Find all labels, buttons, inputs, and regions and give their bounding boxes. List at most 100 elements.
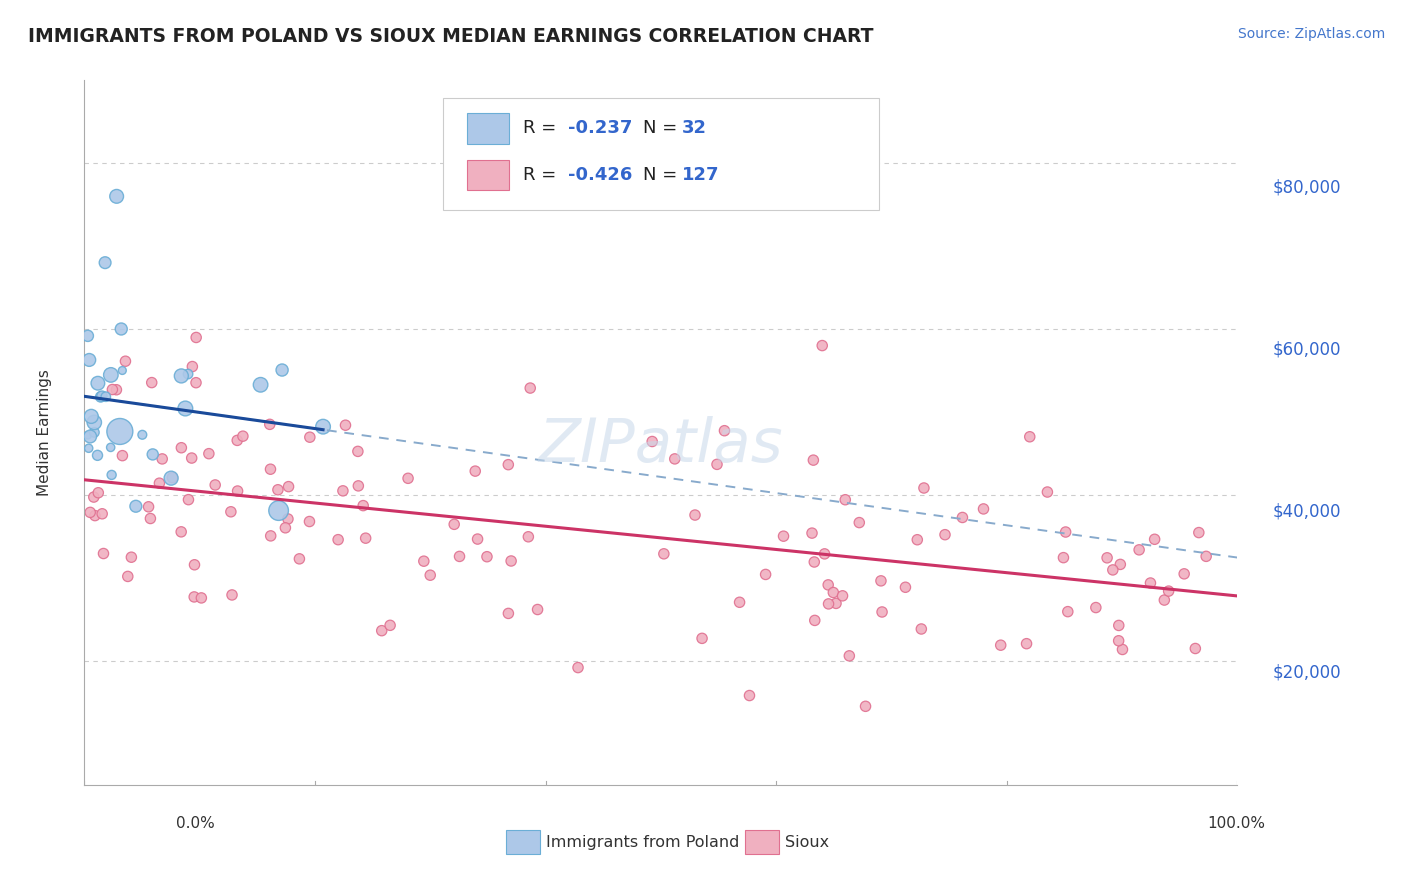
Point	[120, 550, 142, 565]
Point	[170, 441, 193, 455]
Point	[76, 428, 98, 442]
Point	[249, 377, 271, 392]
Point	[111, 449, 134, 463]
Point	[526, 602, 548, 616]
Point	[94, 390, 117, 404]
Point	[335, 418, 357, 433]
Text: 0.0%: 0.0%	[176, 816, 215, 831]
Point	[93, 547, 115, 561]
Point	[1111, 642, 1133, 657]
Point	[990, 638, 1012, 652]
Point	[101, 383, 124, 397]
Point	[1153, 593, 1175, 607]
Point	[519, 381, 541, 395]
Point	[952, 510, 974, 524]
Point	[219, 505, 242, 519]
Point	[87, 485, 110, 500]
Point	[1108, 618, 1130, 632]
Point	[139, 511, 162, 525]
Point	[664, 451, 686, 466]
Point	[183, 590, 205, 604]
Point	[181, 359, 204, 374]
Point	[396, 471, 419, 485]
Point	[443, 517, 465, 532]
Point	[652, 547, 675, 561]
Text: 32: 32	[682, 120, 707, 137]
Point	[803, 614, 825, 628]
Point	[825, 596, 848, 610]
Point	[1173, 566, 1195, 581]
Point	[464, 464, 486, 478]
Point	[84, 508, 107, 523]
Point	[277, 480, 299, 494]
Point	[90, 389, 112, 403]
Point	[183, 558, 205, 572]
Text: $60,000: $60,000	[1272, 341, 1341, 359]
Point	[232, 429, 254, 443]
Point	[831, 589, 853, 603]
Point	[738, 689, 761, 703]
Text: R =: R =	[523, 120, 562, 137]
Point	[117, 569, 139, 583]
Point	[1188, 525, 1211, 540]
Point	[105, 189, 128, 203]
Point	[1139, 576, 1161, 591]
Text: R =: R =	[523, 166, 562, 184]
Point	[1157, 584, 1180, 599]
Point	[105, 383, 128, 397]
Point	[90, 390, 112, 404]
Point	[204, 478, 226, 492]
Point	[498, 458, 520, 472]
Point	[419, 568, 441, 582]
Point	[838, 648, 860, 663]
Point	[467, 532, 489, 546]
Point	[125, 500, 148, 514]
Point	[713, 424, 735, 438]
Point	[412, 554, 434, 568]
Point	[354, 531, 377, 545]
Text: $40,000: $40,000	[1272, 502, 1341, 520]
Point	[972, 502, 994, 516]
Point	[226, 434, 249, 448]
Point	[817, 597, 839, 611]
Point	[690, 632, 713, 646]
Point	[76, 328, 98, 343]
Point	[1195, 549, 1218, 564]
Point	[855, 699, 877, 714]
Point	[817, 578, 839, 592]
Point	[1143, 533, 1166, 547]
Point	[274, 521, 297, 535]
Point	[378, 618, 401, 632]
Point	[912, 481, 935, 495]
Point	[277, 512, 299, 526]
Point	[177, 367, 200, 381]
Point	[259, 417, 281, 432]
Point	[79, 505, 101, 519]
Point	[100, 368, 122, 382]
Point	[683, 508, 706, 522]
Point	[1095, 550, 1118, 565]
Point	[288, 552, 311, 566]
Point	[141, 376, 163, 390]
Point	[87, 376, 110, 391]
Point	[834, 492, 856, 507]
Point	[170, 524, 193, 539]
Point	[170, 368, 193, 383]
Point	[138, 500, 160, 514]
Point	[567, 660, 589, 674]
Point	[823, 585, 845, 599]
Point	[259, 462, 281, 476]
Point	[1054, 524, 1077, 539]
Text: 127: 127	[682, 166, 720, 184]
Point	[910, 622, 932, 636]
Point	[79, 429, 101, 443]
Point	[772, 529, 794, 543]
Text: 100.0%: 100.0%	[1208, 816, 1265, 831]
Point	[83, 490, 105, 504]
Text: ZIPatlas: ZIPatlas	[538, 416, 783, 475]
Point	[111, 363, 134, 377]
Point	[1036, 485, 1059, 500]
Point	[86, 448, 108, 462]
Point	[894, 580, 917, 594]
Point	[108, 425, 131, 439]
